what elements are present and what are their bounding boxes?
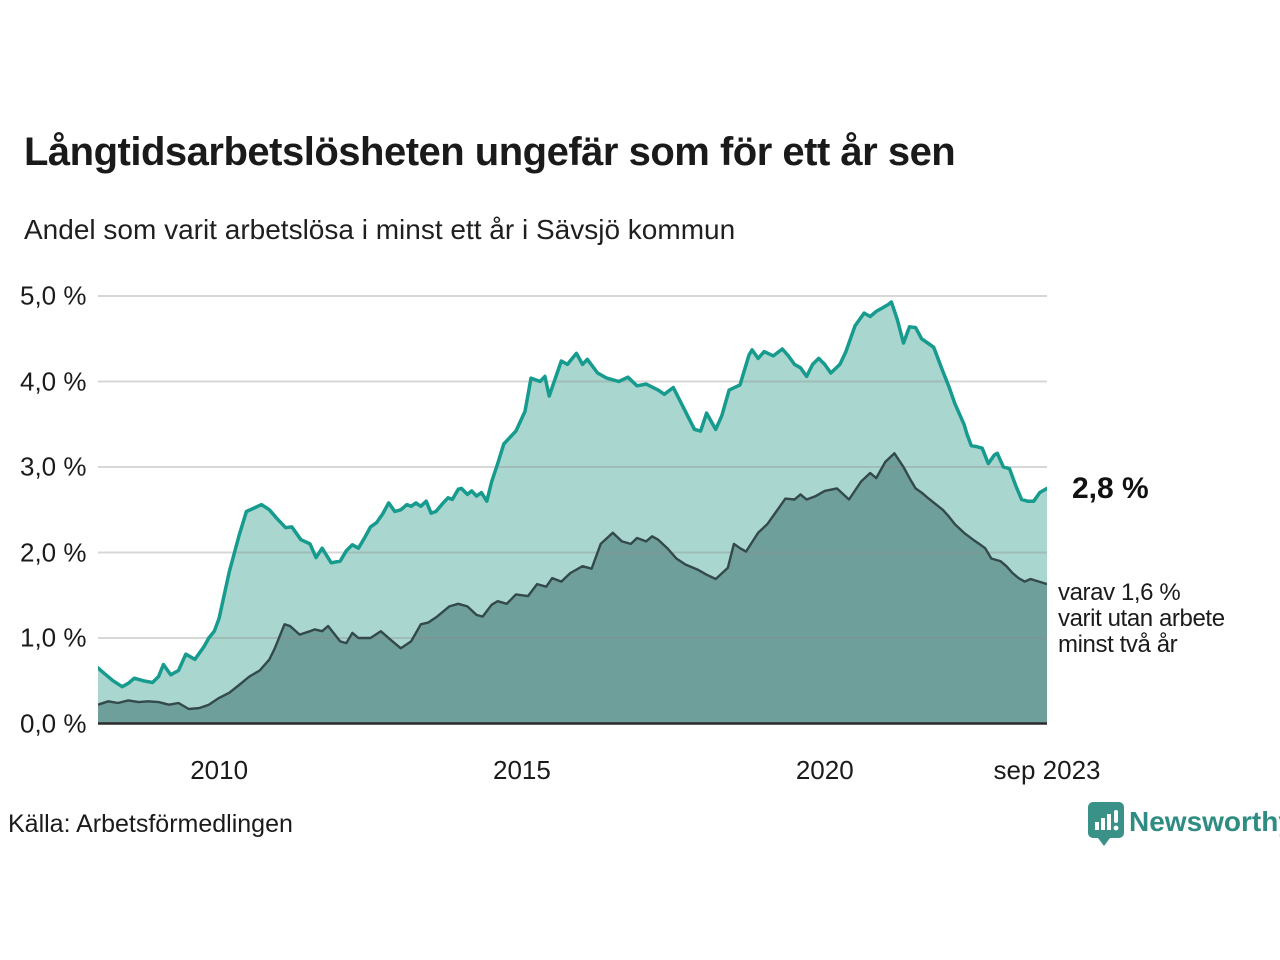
x-axis-label: 2020 xyxy=(795,755,854,785)
total-line xyxy=(98,300,1047,689)
x-axis-label: 2015 xyxy=(493,755,551,785)
secondary-value-line3: minst två år xyxy=(1058,631,1178,658)
secondary-value-line1: varav 1,6 % xyxy=(1058,579,1181,606)
x-axis-label: 2010 xyxy=(190,755,249,785)
secondary-value-line2: varit utan arbete xyxy=(1058,605,1225,632)
y-axis-label: 3,0 % xyxy=(20,451,87,482)
y-axis-label: 1,0 % xyxy=(20,622,87,653)
brand-wordmark: Newsworthy xyxy=(1129,806,1280,837)
secondary-line xyxy=(98,452,1047,711)
secondary-value-label: varav 1,6 % varit utan arbete minst två … xyxy=(1058,580,1225,658)
newsworthy-logo: Newsworthy xyxy=(1087,801,1280,847)
y-axis-label: 2,0 % xyxy=(20,537,87,567)
page-title: Långtidsarbetslösheten ungefär som för e… xyxy=(24,130,956,174)
x-axis-label: sep 2023 xyxy=(993,755,1101,785)
latest-value-label: 2,8 % xyxy=(1072,472,1149,505)
y-axis-label: 5,0 % xyxy=(20,280,87,311)
y-axis-label: 0,0 % xyxy=(20,708,87,738)
area-chart-plot xyxy=(98,295,1047,725)
source-text: Källa: Arbetsförmedlingen xyxy=(8,810,293,838)
newsworthy-chart-bubble-icon xyxy=(1088,802,1124,846)
page-subtitle: Andel som varit arbetslösa i minst ett å… xyxy=(24,214,736,245)
y-axis-label: 4,0 % xyxy=(20,366,87,396)
secondary-area-fill xyxy=(98,453,1047,724)
